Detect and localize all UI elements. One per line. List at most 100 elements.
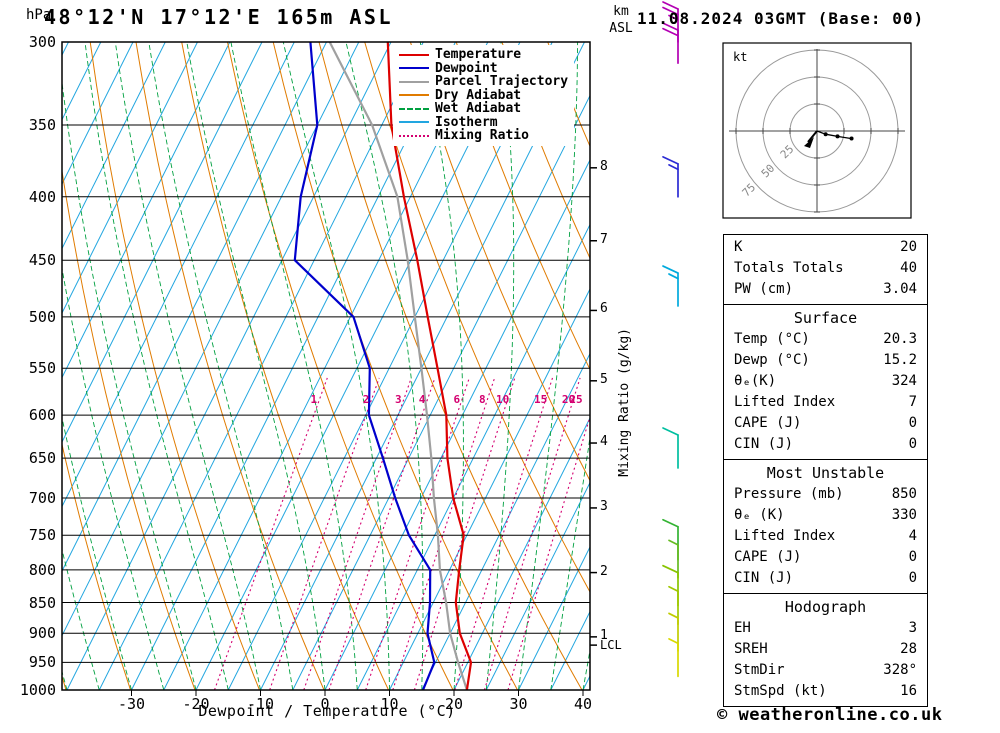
temp-tick-label: 0 <box>320 695 330 713</box>
panel-row: PW (cm) 3.04 <box>734 279 917 300</box>
panel-row-label: CIN (J) <box>734 570 794 586</box>
mixing-ratio-value-label: 3 <box>395 393 402 407</box>
storm-motion-arrow <box>804 137 814 148</box>
panel-row-label: PW (cm) <box>734 281 794 297</box>
legend-item: Isotherm <box>399 114 568 130</box>
altitude-axis-unit-asl: ASL <box>609 21 633 36</box>
wind-barb <box>662 265 679 307</box>
legend-line-sample <box>399 94 429 97</box>
hodograph-trace <box>816 130 852 140</box>
km-tick-label: 5 <box>600 371 608 387</box>
temp-tick-label: 10 <box>380 695 399 713</box>
sounding-curves <box>293 42 473 690</box>
hodograph-unit-label: kt <box>733 50 748 64</box>
km-tick-label: 6 <box>600 301 608 317</box>
panel-row-label: θₑ(K) <box>734 373 777 389</box>
lcl-label: LCL <box>600 638 622 653</box>
mixing-ratio-value-label: 15 <box>534 393 548 407</box>
copyright: © weatheronline.co.uk <box>717 705 943 725</box>
legend: Temperature Dewpoint Parcel Trajectory Dry … <box>393 45 575 146</box>
km-tick-label: 1 <box>600 627 608 643</box>
legend-item: Temperature <box>399 47 568 63</box>
x-axis-title: Dewpoint / Temperature (°C) <box>198 702 456 720</box>
mixing-ratio-value-label: 2 <box>362 393 370 407</box>
altitude-axis-unit: km ASL <box>602 3 640 37</box>
panel-row-value: 0 <box>908 570 917 586</box>
panel-row-label: StmDir <box>734 662 785 678</box>
panel-row: CIN (J) 0 <box>734 434 917 455</box>
panel-row: K 20 <box>734 237 917 258</box>
panel-row-label: θₑ (K) <box>734 507 785 523</box>
panel-row: StmDir 328° <box>734 660 917 681</box>
plot-frame <box>61 41 591 691</box>
datetime-label: 11.08.2024 03GMT (Base: 00) <box>637 9 925 28</box>
legend-label: Mixing Ratio <box>435 128 529 144</box>
panel-row-label: Pressure (mb) <box>734 486 844 502</box>
panel-row-label: Totals Totals <box>734 260 844 276</box>
panel-row: StmSpd (kt) 16 <box>734 681 917 702</box>
panel-row-value: 7 <box>908 394 917 410</box>
mixing-ratio-value-label: 25 <box>569 393 583 407</box>
legend-item: Parcel Trajectory <box>399 74 569 90</box>
panel-row-value: 330 <box>891 507 917 523</box>
panel-row-label: Lifted Index <box>734 394 836 410</box>
panel-row-label: Lifted Index <box>734 528 836 544</box>
panel-row-value: 0 <box>908 415 917 431</box>
panel-row-label: CAPE (J) <box>734 415 802 431</box>
panel-row: Lifted Index 4 <box>734 526 917 547</box>
panel-row-value: 3 <box>908 620 917 636</box>
panel-row: Pressure (mb) 850 <box>734 484 917 505</box>
wind-barb <box>668 585 679 626</box>
panel-section: Surface Temp (°C) 20.3 Dewp (°C) 15.2 θₑ(K) 32… <box>723 304 928 460</box>
legend-line-sample <box>399 107 429 110</box>
panel-row: Temp (°C) 20.3 <box>734 329 917 350</box>
panel-row: CAPE (J) 0 <box>734 413 917 434</box>
panel-row-value: 16 <box>900 683 917 699</box>
legend-label: Parcel Trajectory <box>435 74 569 90</box>
panel-row-value: 20 <box>900 239 917 255</box>
mixing-ratio-axis-title: Mixing Ratio (g/kg) <box>617 328 632 477</box>
pressure-tick-label: 850 <box>28 593 56 612</box>
panel-row-value: 28 <box>900 641 917 657</box>
panel-row-value: 40 <box>900 260 917 276</box>
km-tick-label: 2 <box>600 563 608 579</box>
panel-section: K 20 Totals Totals 40 PW (cm) 3.04 <box>723 234 928 305</box>
panel-row-value: 328° <box>883 662 917 678</box>
temp-tick-label: 30 <box>509 695 528 713</box>
legend-line-sample <box>399 67 429 70</box>
panel-section-header: Most Unstable <box>766 464 885 482</box>
panel-row: CIN (J) 0 <box>734 568 917 589</box>
panel-section-header: Hodograph <box>784 598 867 616</box>
panel-row-value: 0 <box>908 549 917 565</box>
panel-row: θₑ (K) 330 <box>734 505 917 526</box>
temperature-curve <box>386 42 473 690</box>
legend-label: Dewpoint <box>435 60 498 76</box>
panel-row-value: 3.04 <box>883 281 917 297</box>
pressure-tick-label: 400 <box>28 187 56 206</box>
legend-line-sample <box>399 80 429 83</box>
panel-row-value: 0 <box>908 436 917 452</box>
legend-label: Isotherm <box>435 114 498 130</box>
pressure-axis-unit: hPa <box>26 7 52 23</box>
pressure-tick-label: 650 <box>28 449 56 468</box>
panel-row-value: 4 <box>908 528 917 544</box>
wet-adiabats <box>62 42 590 690</box>
pressure-tick-label: 550 <box>28 359 56 378</box>
mixing-ratio-value-label: 10 <box>495 393 510 407</box>
panel-row-label: EH <box>734 620 751 636</box>
km-tick-label: 3 <box>600 498 608 514</box>
panel-row: CAPE (J) 0 <box>734 547 917 568</box>
panel-row: EH 3 <box>734 618 917 639</box>
mixing-ratio-value-label: 6 <box>453 393 461 407</box>
panel-row-label: StmSpd (kt) <box>734 683 827 699</box>
km-tick-label: 4 <box>600 434 608 450</box>
mixing-ratio-value-label: 1 <box>310 393 318 407</box>
temp-axis-ticks <box>131 690 584 696</box>
temp-tick-label: -30 <box>117 695 146 713</box>
legend-label: Temperature <box>435 47 522 63</box>
km-axis-ticks <box>590 167 597 646</box>
panel-row: Dewp (°C) 15.2 <box>734 350 917 371</box>
